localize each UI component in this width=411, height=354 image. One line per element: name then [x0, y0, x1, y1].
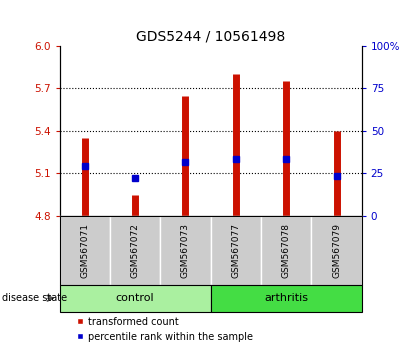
- Text: GSM567078: GSM567078: [282, 223, 291, 278]
- Bar: [60, 285, 211, 312]
- Text: control: control: [116, 293, 155, 303]
- Bar: [160, 216, 210, 285]
- Text: GSM567072: GSM567072: [131, 223, 140, 278]
- Legend: transformed count, percentile rank within the sample: transformed count, percentile rank withi…: [73, 313, 257, 346]
- Text: arthritis: arthritis: [264, 293, 308, 303]
- Text: GSM567079: GSM567079: [332, 223, 341, 278]
- Bar: [261, 216, 312, 285]
- Bar: [110, 216, 160, 285]
- Bar: [210, 216, 261, 285]
- Text: disease state: disease state: [2, 293, 67, 303]
- Text: GSM567073: GSM567073: [181, 223, 190, 278]
- Title: GDS5244 / 10561498: GDS5244 / 10561498: [136, 29, 285, 44]
- Bar: [60, 216, 110, 285]
- Text: GSM567071: GSM567071: [80, 223, 89, 278]
- Bar: [312, 216, 362, 285]
- Text: GSM567077: GSM567077: [231, 223, 240, 278]
- Bar: [210, 285, 362, 312]
